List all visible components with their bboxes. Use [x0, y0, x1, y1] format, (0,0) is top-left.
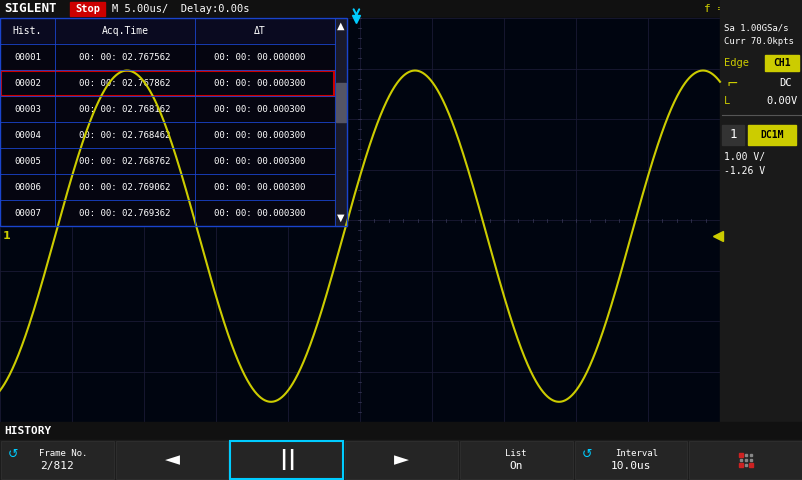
Text: L: L: [723, 96, 729, 106]
Text: 00: 00: 02.768762: 00: 00: 02.768762: [79, 156, 171, 166]
Text: 00: 00: 02.768162: 00: 00: 02.768162: [79, 105, 171, 113]
Text: 10.0us: 10.0us: [610, 461, 650, 471]
Bar: [70, 2, 105, 16]
Bar: [0, 148, 334, 174]
Text: Edge: Edge: [723, 58, 748, 68]
Text: 00: 00: 02.767562: 00: 00: 02.767562: [79, 52, 171, 61]
Text: 00007: 00007: [14, 208, 41, 217]
Bar: [0, 44, 334, 70]
Text: Frame No.: Frame No.: [39, 449, 87, 458]
Text: 00: 00: 00.000000: 00: 00: 00.000000: [214, 52, 306, 61]
Text: ↺: ↺: [581, 447, 591, 460]
Text: DC: DC: [779, 78, 791, 88]
Text: M 5.00us/  Delay:0.00s: M 5.00us/ Delay:0.00s: [111, 4, 249, 14]
Text: 00: 00: 02.767862: 00: 00: 02.767862: [79, 79, 171, 87]
Text: 00: 00: 02.769362: 00: 00: 02.769362: [79, 208, 171, 217]
Text: ↺: ↺: [8, 447, 18, 460]
Bar: [0, 440, 802, 480]
Text: 00: 00: 00.000300: 00: 00: 00.000300: [214, 105, 306, 113]
Bar: [460, 441, 572, 479]
Text: ◄: ◄: [164, 451, 180, 469]
Text: HISTORY: HISTORY: [4, 426, 51, 436]
Bar: [0, 18, 802, 422]
Bar: [115, 441, 228, 479]
Bar: [335, 83, 346, 122]
Bar: [0, 200, 334, 226]
Text: Interval: Interval: [614, 449, 658, 458]
Text: 2/812: 2/812: [40, 461, 74, 471]
Text: 1: 1: [3, 231, 10, 241]
Bar: [0, 122, 334, 148]
Text: SIGLENT: SIGLENT: [4, 2, 56, 15]
Bar: [688, 441, 801, 479]
Text: ⌐: ⌐: [725, 76, 737, 90]
Text: ΔT: ΔT: [253, 26, 265, 36]
Text: 00: 00: 00.000300: 00: 00: 00.000300: [214, 156, 306, 166]
Bar: [230, 441, 342, 479]
Text: CH1: CH1: [772, 58, 790, 68]
Text: 00: 00: 00.000300: 00: 00: 00.000300: [214, 131, 306, 140]
Bar: [0, 18, 334, 44]
Bar: [345, 441, 457, 479]
Text: f = 50.0000kHz: f = 50.0000kHz: [703, 4, 798, 14]
Text: 1.00 V/: 1.00 V/: [723, 152, 764, 162]
Bar: [719, 0, 802, 422]
Bar: [334, 18, 346, 226]
Bar: [0, 174, 334, 200]
Text: Hist.: Hist.: [13, 26, 43, 36]
Text: On: On: [508, 461, 522, 471]
Text: Sa 1.00GSa/s: Sa 1.00GSa/s: [723, 24, 788, 33]
Text: 1: 1: [728, 129, 735, 142]
Bar: [764, 55, 798, 71]
Text: 00: 00: 00.000300: 00: 00: 00.000300: [214, 208, 306, 217]
Text: 00: 00: 02.769062: 00: 00: 02.769062: [79, 182, 171, 192]
Text: Acq.Time: Acq.Time: [101, 26, 148, 36]
Bar: [0, 18, 346, 226]
Text: 00006: 00006: [14, 182, 41, 192]
Text: |: |: [278, 449, 286, 470]
Text: 00: 00: 00.000300: 00: 00: 00.000300: [214, 182, 306, 192]
Bar: [1, 71, 334, 96]
Text: ▲: ▲: [337, 21, 344, 31]
Text: Stop: Stop: [75, 4, 100, 14]
Bar: [721, 125, 743, 145]
Text: DC1M: DC1M: [759, 130, 783, 140]
Bar: [747, 125, 795, 145]
Text: |: |: [286, 449, 294, 470]
Text: 0.00V: 0.00V: [766, 96, 797, 106]
Text: 00003: 00003: [14, 105, 41, 113]
Text: 00002: 00002: [14, 79, 41, 87]
Bar: [574, 441, 687, 479]
Text: 00001: 00001: [14, 52, 41, 61]
Bar: [0, 422, 802, 440]
Text: ▼: ▼: [337, 213, 344, 223]
Text: 00005: 00005: [14, 156, 41, 166]
Bar: [0, 0, 802, 18]
Text: 00: 00: 00.000300: 00: 00: 00.000300: [214, 79, 306, 87]
Text: List: List: [504, 449, 526, 458]
Text: 00004: 00004: [14, 131, 41, 140]
Text: -1.26 V: -1.26 V: [723, 166, 764, 176]
Text: Curr 70.0kpts: Curr 70.0kpts: [723, 37, 793, 47]
Bar: [1, 441, 114, 479]
Text: ►: ►: [394, 451, 408, 469]
Bar: [0, 18, 346, 226]
Bar: [0, 96, 334, 122]
Text: 00: 00: 02.768462: 00: 00: 02.768462: [79, 131, 171, 140]
